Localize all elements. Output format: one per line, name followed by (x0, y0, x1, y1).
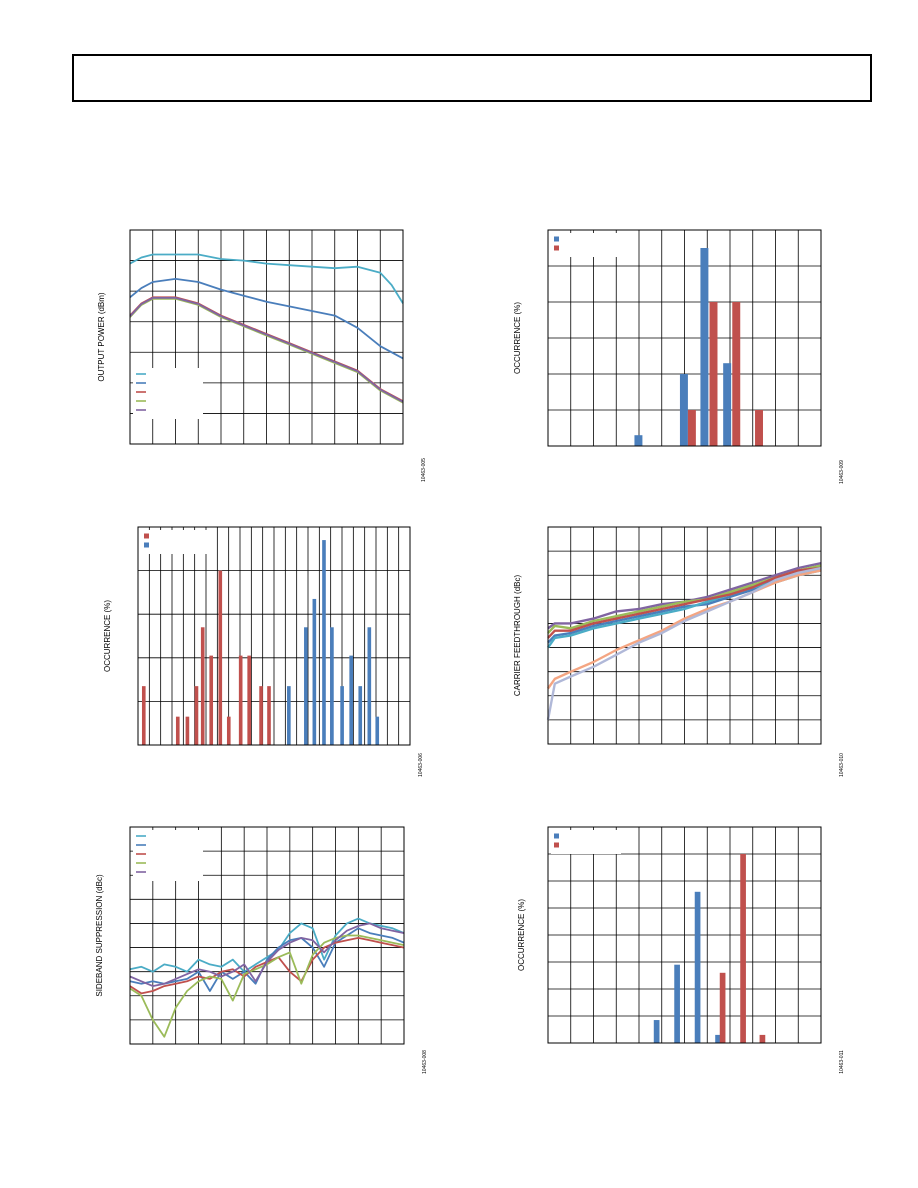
y-axis-label: OCCURRENCE (%) (517, 899, 526, 971)
legend-box (551, 233, 621, 257)
bar (287, 686, 291, 745)
figure-id: 10463-011 (839, 1050, 845, 1074)
bar (732, 302, 741, 446)
y-axis-label: OCCURRENCE (%) (513, 302, 522, 374)
bar (709, 302, 718, 446)
y-axis-label: OCCURRENCE (%) (103, 600, 112, 672)
bar (358, 686, 363, 745)
bar (653, 1020, 660, 1043)
figure-id: 10463-010 (839, 753, 845, 777)
series-line (129, 253, 404, 304)
bar (200, 627, 205, 745)
bar (141, 686, 146, 745)
legend-box (141, 530, 211, 554)
bar (674, 964, 680, 1043)
bar (194, 686, 199, 745)
chart-occurrence-2: OCCURRENCE (%) 10463-006 (103, 526, 424, 777)
bar (755, 410, 763, 446)
y-axis-label: OUTPUT POWER (dBm) (97, 292, 106, 382)
bar (687, 410, 696, 446)
legend-swatch (554, 842, 559, 848)
bar (175, 716, 180, 745)
series-line (129, 277, 404, 360)
legend-swatch (554, 833, 559, 839)
bar (740, 854, 746, 1043)
figure-id: 10463-005 (421, 458, 427, 482)
series-line (129, 922, 405, 987)
legend-swatch (144, 533, 149, 539)
series-line (547, 569, 822, 690)
chart-output-power: OUTPUT POWER (dBm) 10463-005 (97, 229, 427, 482)
plot-frame (547, 526, 822, 745)
bar (715, 1034, 721, 1043)
chart-occurrence-3: OCCURRENCE (%) 10463-011 (517, 826, 845, 1074)
y-axis-label: CARRIER FEEDTHROUGH (dBc) (513, 574, 522, 696)
figure-id: 10463-009 (839, 460, 845, 484)
legend-swatch (554, 245, 559, 251)
bar (322, 540, 326, 745)
series-line (129, 934, 405, 1038)
bar (634, 435, 643, 446)
figure-id: 10463-008 (422, 1050, 428, 1074)
bar (349, 655, 353, 745)
bar (694, 891, 701, 1043)
series-line (547, 566, 822, 639)
bar (700, 248, 709, 446)
bar (218, 570, 223, 745)
chart-carrier-feedthrough: CARRIER FEEDTHROUGH (dBc) 10463-010 (513, 526, 845, 777)
page-header-box (72, 54, 872, 102)
bar (312, 598, 317, 745)
legend-swatch (144, 542, 149, 548)
bar (267, 686, 271, 745)
plot-frame (137, 526, 411, 746)
series-line (129, 917, 405, 973)
series-line (129, 296, 404, 403)
figure-id: 10463-006 (418, 753, 424, 777)
bar (367, 627, 372, 745)
bar (759, 1034, 766, 1043)
plot-frame (547, 826, 822, 1044)
legend-swatch (554, 236, 559, 242)
bar (679, 374, 688, 446)
legend-box (133, 830, 203, 881)
series-line (129, 927, 405, 992)
series-line (546, 566, 822, 721)
bar (226, 716, 231, 745)
legend-box (551, 830, 621, 854)
plot-frame (129, 826, 405, 1045)
bar (304, 627, 308, 745)
legend-box (133, 368, 203, 419)
y-axis-label: SIDEBAND SUPPRESSION (dBc) (95, 874, 104, 997)
bar (340, 686, 344, 745)
bar (330, 627, 334, 745)
bar (259, 686, 263, 745)
bar (209, 655, 214, 745)
bar (238, 655, 243, 745)
bar (723, 363, 732, 446)
plot-frame (547, 229, 822, 447)
bar (247, 655, 251, 745)
chart-occurrence-1: OCCURRENCE (%) 10463-009 (513, 229, 845, 484)
bar (185, 716, 190, 745)
bar (719, 972, 726, 1043)
chart-sideband-suppression: SIDEBAND SUPPRESSION (dBc) 10463-008 (95, 826, 428, 1074)
plot-frame (129, 229, 404, 445)
bar (375, 716, 380, 745)
